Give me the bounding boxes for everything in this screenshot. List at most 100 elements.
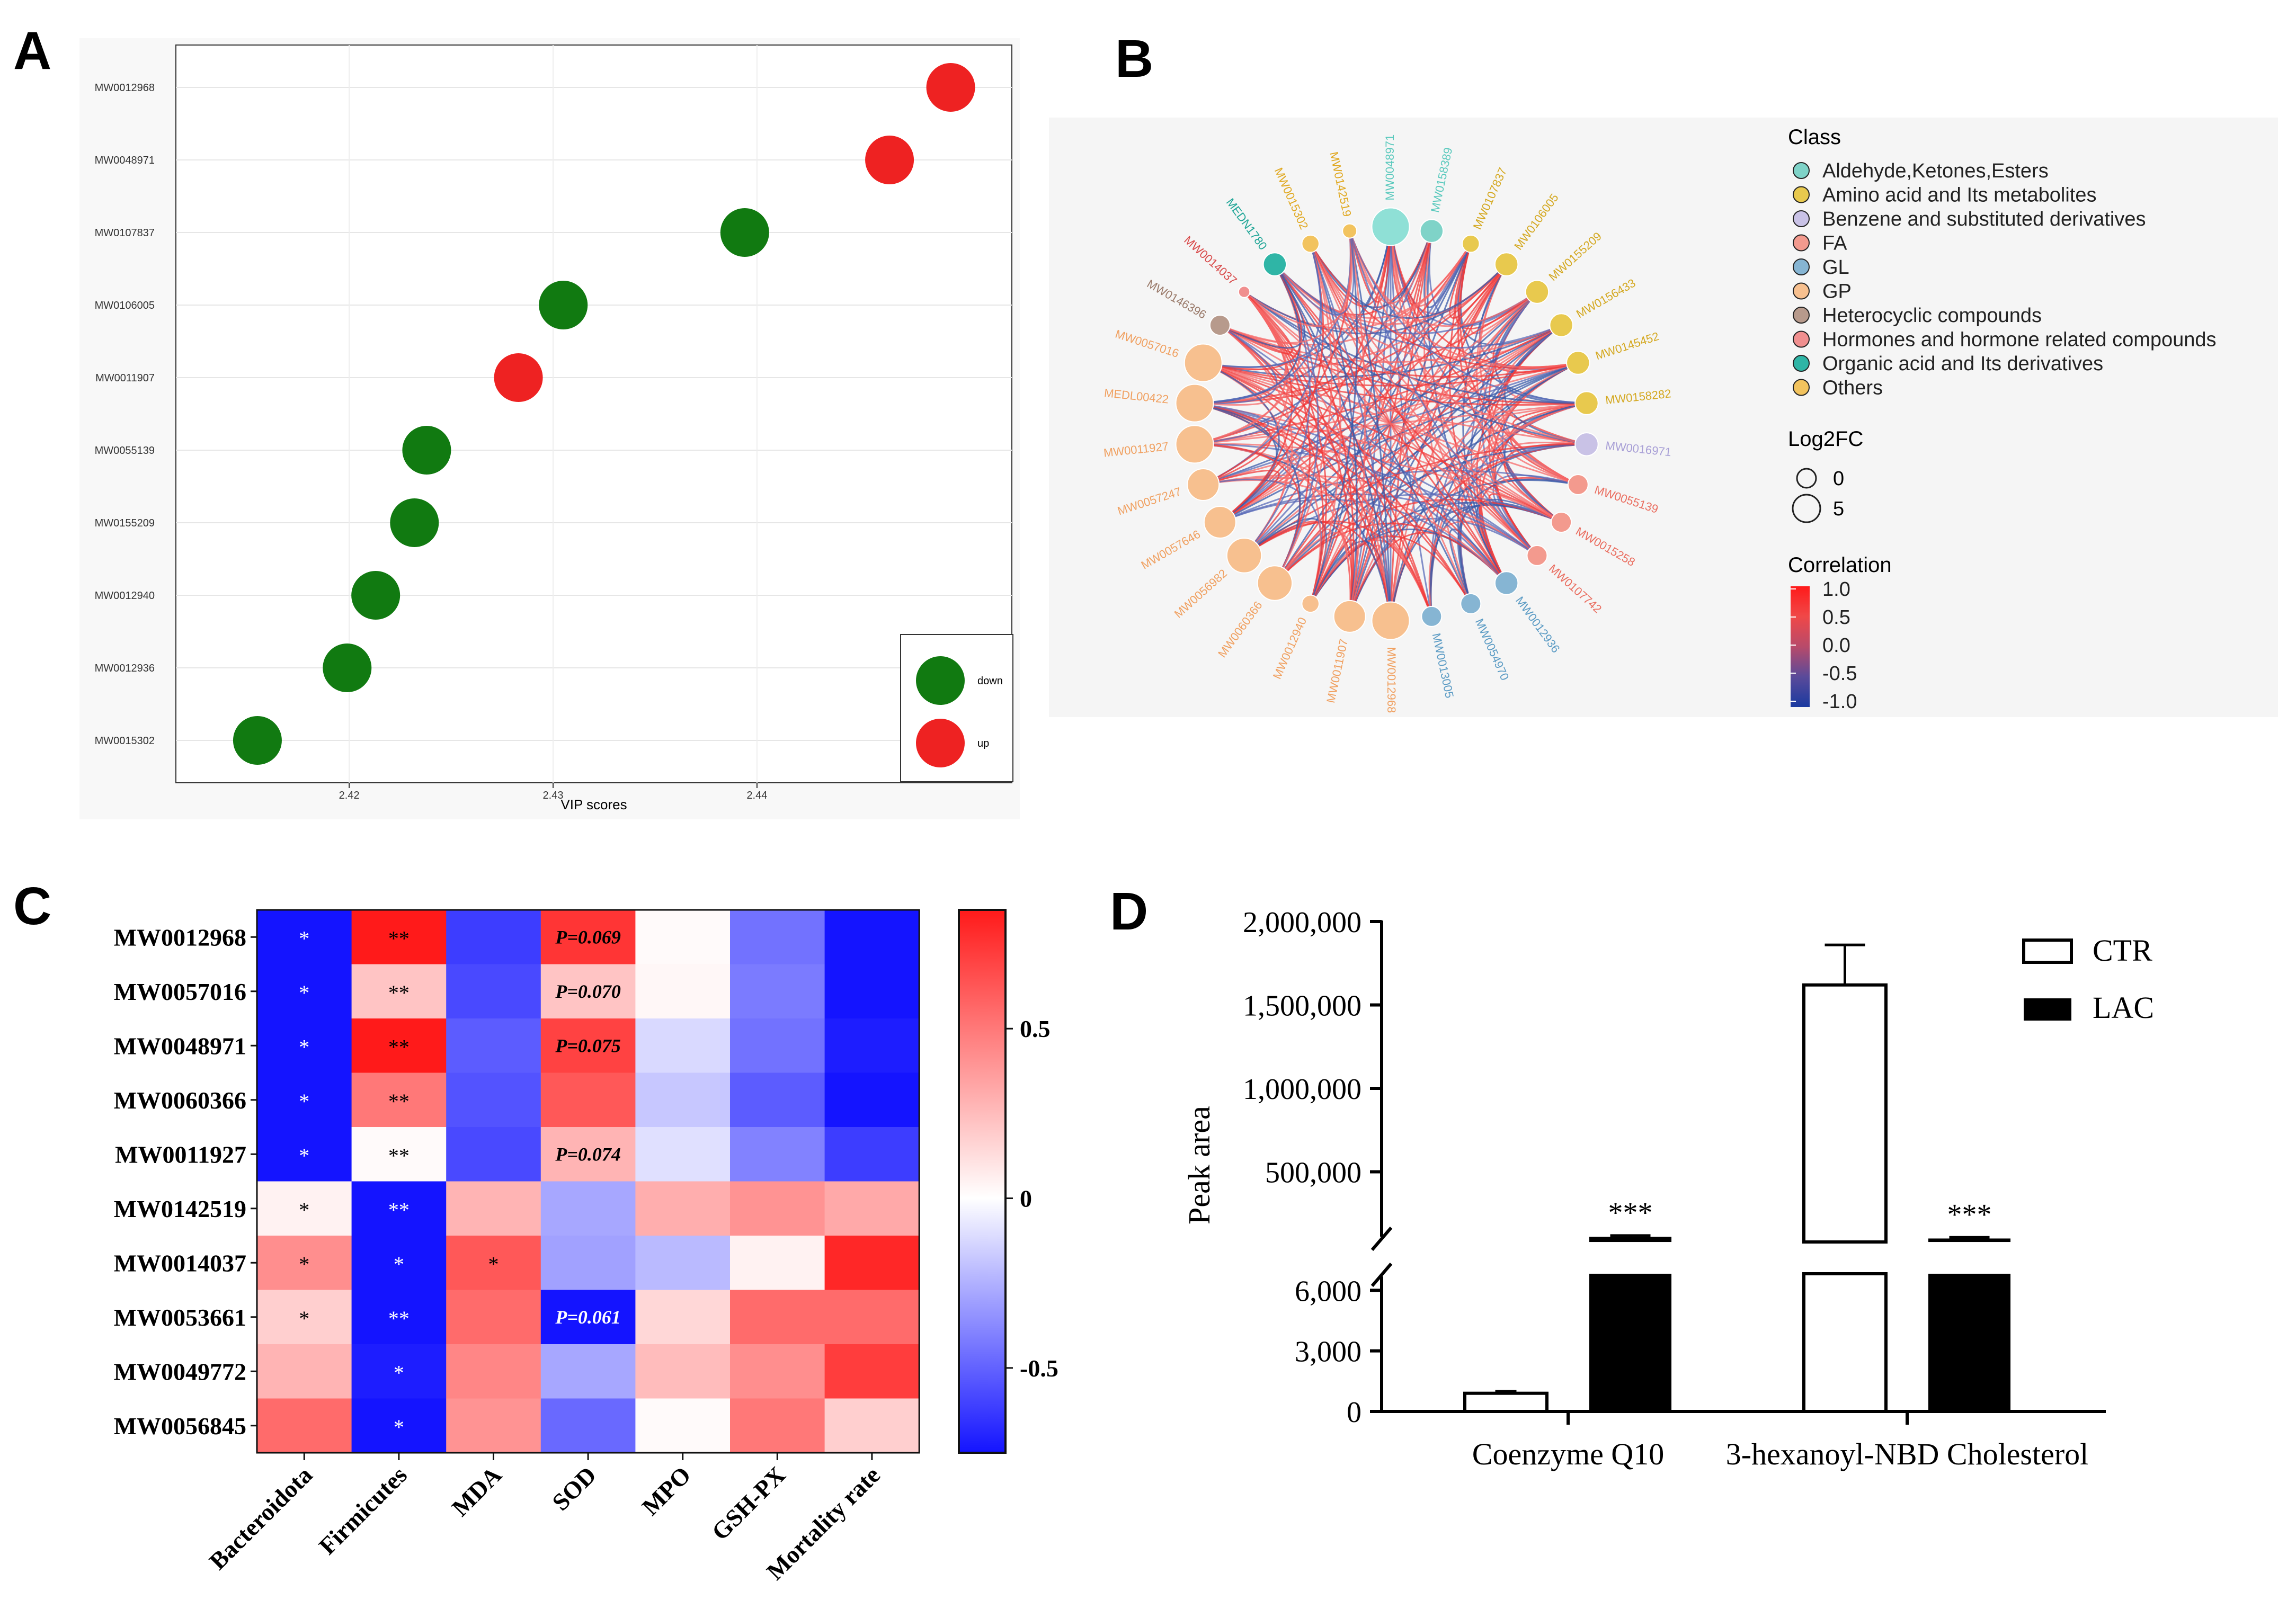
- panel-d-bar-CTR-0: [1463, 1391, 1549, 1413]
- panel-a-points: [233, 63, 975, 765]
- panel-c-colorbar-ticks: 0.5 0 -0.5: [1005, 1015, 1058, 1382]
- panel-d-bar-LAC-0-lower: [1589, 1273, 1672, 1412]
- panel-b-edge: [1310, 230, 1432, 308]
- panel-b-edge: [1274, 263, 1562, 349]
- panel-c-cell-2-5: [730, 1018, 825, 1073]
- panel-b-node-MW0146396: [1209, 315, 1231, 336]
- panel-a-legend-swatch-down: [916, 656, 965, 705]
- panel-c-col-label: GSH-PX: [706, 1461, 790, 1545]
- panel-b-size-legend-value-0: 0: [1833, 468, 1844, 490]
- panel-b-node-MW0011907: [1333, 600, 1366, 633]
- panel-b-edge: [1194, 443, 1562, 523]
- panel-a-y-label: MW0012936: [95, 663, 155, 674]
- panel-b-edge: [1203, 362, 1562, 523]
- panel-b-edge: [1194, 402, 1278, 523]
- panel-c-cell-0-2: [446, 910, 541, 964]
- panel-b-edge: [1203, 474, 1538, 557]
- panel-d-legend-swatch-ctr: [2022, 938, 2073, 964]
- panel-c-cell-1-3: [540, 964, 636, 1019]
- panel-b-edge: [1219, 324, 1324, 604]
- panel-c-cell-2-1: [351, 1018, 447, 1073]
- panel-c-cell-7-0: [257, 1290, 352, 1345]
- panel-label-b: B: [1115, 29, 1153, 88]
- panel-b-edge: [1219, 324, 1392, 621]
- panel-c-annotation: *: [299, 1198, 309, 1222]
- panel-c-cell-1-4: [635, 964, 731, 1019]
- panel-b-edge: [1194, 402, 1538, 557]
- panel-b-edge: [1203, 362, 1587, 406]
- panel-c-annotation: *: [394, 1415, 404, 1439]
- panel-a-x-tick-label: 2.44: [746, 790, 767, 801]
- panel-c-cell-2-6: [824, 1018, 920, 1073]
- panel-c-heatmap: MW0012968 MW0057016 MW0048971 MW0060366 MW00…: [114, 909, 1058, 1585]
- panel-c-cell-9-0: [257, 1398, 352, 1453]
- panel-c-cell-7-1: [351, 1290, 447, 1345]
- panel-c-row-label: MW0014037: [114, 1249, 246, 1276]
- panel-a-point-MW0011907: [494, 353, 543, 402]
- panel-c-annotation: *: [299, 1307, 309, 1330]
- panel-b-color-tick-label: 0.5: [1822, 606, 1850, 629]
- panel-c-cell-4-2: [446, 1127, 541, 1182]
- panel-a-y-label: MW0012968: [95, 82, 155, 94]
- panel-b-edge: [1390, 291, 1538, 621]
- panel-c-cell-3-4: [635, 1072, 731, 1128]
- panel-b-edge: [1194, 291, 1287, 404]
- panel-b-node-MW0055139: [1567, 473, 1589, 495]
- panel-b-edge: [1203, 362, 1579, 387]
- panel-c-annotation: **: [388, 926, 410, 950]
- panel-b-size-legend-title-text: Log2FC: [1788, 427, 1863, 451]
- panel-c-colorbar-tick-label: -0.5: [1020, 1355, 1058, 1382]
- panel-b-node-label: MW0048971: [1383, 135, 1396, 201]
- panel-d-bar-LAC-0-upper: [1589, 1237, 1672, 1242]
- panel-b-node-MW0012968: [1371, 601, 1410, 640]
- panel-b-edge: [1349, 230, 1538, 556]
- panel-b-node-MW0057016: [1183, 343, 1223, 382]
- panel-b-edge: [1349, 230, 1392, 621]
- panel-c-annotation: P=0.069: [555, 926, 621, 947]
- panel-b-edge: [1274, 243, 1332, 584]
- panel-c-row-label: MW0060366: [114, 1087, 246, 1114]
- panel-b-background: [1049, 118, 2278, 717]
- panel-c-row-label: MW0056845: [114, 1413, 246, 1440]
- panel-b-node-MW0142519: [1342, 223, 1358, 239]
- panel-d-y-tick-label: 1,500,000: [1243, 990, 1361, 1023]
- panel-a-legend-swatch-up: [916, 719, 965, 767]
- panel-d-y-axis-title: Peak area: [1182, 1106, 1216, 1224]
- panel-b-edge: [1203, 362, 1507, 584]
- panel-b-edge: [1220, 324, 1587, 405]
- panel-c-annotation: *: [299, 1089, 309, 1113]
- panel-b-node-MEDN1780: [1262, 252, 1287, 276]
- panel-c-cell-8-1: [351, 1344, 447, 1399]
- panel-b-edge: [1219, 324, 1507, 584]
- panel-c-cell-6-1: [351, 1236, 447, 1290]
- panel-c-cell-3-0: [257, 1072, 352, 1128]
- panel-c-cell-8-5: [730, 1344, 825, 1399]
- panel-c-col-label: Bacteroidota: [204, 1461, 317, 1575]
- panel-d-y-tick-label: 2,000,000: [1243, 906, 1361, 939]
- panel-b-edge: [1428, 230, 1538, 327]
- panel-c-row-label: MW0048971: [114, 1032, 246, 1059]
- panel-b-edge: [1479, 264, 1579, 371]
- panel-a-point-MW0055139: [402, 426, 451, 475]
- panel-c-colorbar-tick-label: 0.5: [1020, 1015, 1051, 1042]
- panel-c-cell-5-4: [635, 1181, 731, 1236]
- panel-c-cell-9-3: [540, 1398, 636, 1453]
- panel-c-annotation: **: [388, 1035, 410, 1059]
- panel-d-bar-LAC-1-lower: [1928, 1273, 2011, 1412]
- panel-c-cell-3-3: [540, 1072, 636, 1128]
- panel-c-cell-6-0: [257, 1236, 352, 1290]
- panel-c-cell-3-2: [446, 1072, 541, 1128]
- panel-b-node-MW0158282: [1574, 391, 1599, 415]
- panel-c-cell-4-0: [257, 1127, 352, 1182]
- panel-b-class-label: Organic acid and Its derivatives: [1822, 353, 2103, 375]
- panel-b-edge: [1310, 539, 1432, 617]
- panel-c-col-label: SOD: [547, 1461, 601, 1516]
- panel-c-annotation: *: [299, 1252, 309, 1276]
- panel-b-node-MW0012940: [1301, 594, 1320, 613]
- panel-a-x-ticks: 2.42 2.43 2.44: [339, 783, 767, 801]
- panel-d-y-tick-label: 6,000: [1295, 1275, 1361, 1308]
- panel-b-edge: [1349, 230, 1587, 404]
- panel-a-x-tick-label: 2.42: [339, 790, 360, 801]
